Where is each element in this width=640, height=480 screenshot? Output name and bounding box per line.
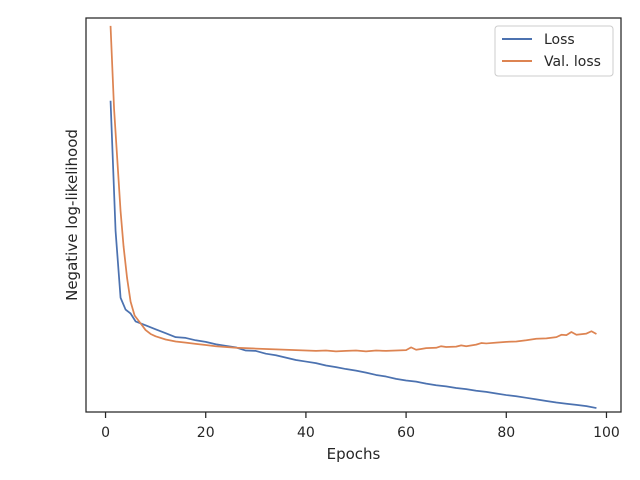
x-tick-label: 100 <box>593 425 620 441</box>
series-layer <box>109 25 597 409</box>
x-axis-label: Epochs <box>327 445 381 463</box>
series-line-loss <box>109 100 597 409</box>
y-axis-label: Negative log-likelihood <box>63 129 81 301</box>
x-tick-label: 40 <box>297 425 315 441</box>
series-line-val-loss <box>109 25 597 353</box>
plot-frame <box>85 17 622 413</box>
legend: Loss Val. loss <box>494 25 614 77</box>
x-tick-label: 0 <box>101 425 110 441</box>
legend-label-loss: Loss <box>544 32 575 48</box>
x-tick-label: 80 <box>497 425 515 441</box>
legend-label-val-loss: Val. loss <box>544 54 601 70</box>
x-tick-label: 20 <box>197 425 215 441</box>
x-axis-ticks: 0 20 40 60 80 100 <box>101 412 620 441</box>
x-tick-label: 60 <box>397 425 415 441</box>
